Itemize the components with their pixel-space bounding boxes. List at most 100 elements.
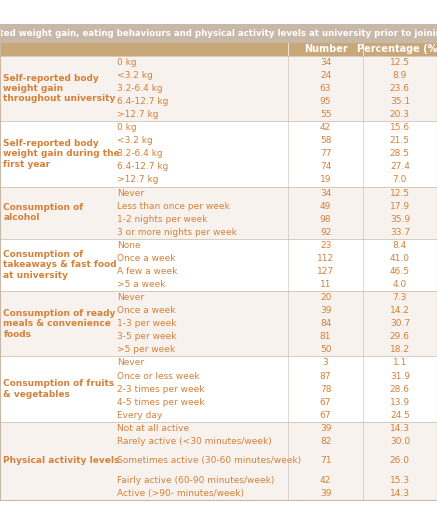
Text: Once a week: Once a week [117,306,176,315]
Text: 92: 92 [320,228,331,237]
Bar [0,187,437,239]
Text: 42: 42 [320,476,331,485]
Text: 21.5: 21.5 [390,136,410,145]
Text: Self-reported body
weight gain during the
first year: Self-reported body weight gain during th… [3,139,120,169]
Text: 0 kg: 0 kg [117,58,137,67]
Text: None: None [117,241,141,250]
Text: 67: 67 [320,398,331,407]
Text: 14.3: 14.3 [390,424,410,433]
Text: 31.9: 31.9 [390,372,410,380]
Text: Percentage (%): Percentage (%) [357,44,437,54]
Text: 24: 24 [320,71,331,80]
Text: 12.5: 12.5 [390,189,410,198]
Text: 20.3: 20.3 [390,110,410,119]
Text: 15.6: 15.6 [390,123,410,132]
Text: 41.0: 41.0 [390,254,410,263]
Text: 30.7: 30.7 [390,319,410,328]
Text: 19: 19 [320,176,331,184]
Text: 3: 3 [323,358,329,367]
Bar [0,24,437,43]
Text: 3-5 per week: 3-5 per week [117,332,177,341]
Text: 77: 77 [320,149,331,158]
Text: 18.2: 18.2 [390,345,410,354]
Text: 2-3 times per week: 2-3 times per week [117,385,205,394]
Text: 28.6: 28.6 [390,385,410,394]
Text: 4.0: 4.0 [393,280,407,289]
Text: 29.6: 29.6 [390,332,410,341]
Bar [0,43,437,56]
Text: 20: 20 [320,293,331,302]
Text: 3.2-6.4 kg: 3.2-6.4 kg [117,149,163,158]
Text: 39: 39 [320,424,331,433]
Text: Active (>90- minutes/week): Active (>90- minutes/week) [117,489,244,498]
Text: 34: 34 [320,189,331,198]
Text: Consumption of
takeaways & fast food
at university: Consumption of takeaways & fast food at … [3,250,117,280]
Text: 127: 127 [317,267,334,276]
Text: 3 or more nights per week: 3 or more nights per week [117,228,237,237]
Bar [0,239,437,291]
Text: Never: Never [117,293,144,302]
Text: Once or less week: Once or less week [117,372,200,380]
Text: 28.5: 28.5 [390,149,410,158]
Text: 84: 84 [320,319,331,328]
Text: 14.3: 14.3 [390,489,410,498]
Text: Never: Never [117,189,144,198]
Text: 87: 87 [320,372,331,380]
Text: 42: 42 [320,123,331,132]
Text: 82: 82 [320,437,331,446]
Text: 63: 63 [320,84,331,93]
Text: 7.0: 7.0 [393,176,407,184]
Text: 67: 67 [320,411,331,420]
Text: Consumption of ready
meals & convenience
foods: Consumption of ready meals & convenience… [3,309,116,339]
Text: 24.5: 24.5 [390,411,410,420]
Text: 55: 55 [320,110,331,119]
Text: >12.7 kg: >12.7 kg [117,110,159,119]
Text: Consumption of
alcohol: Consumption of alcohol [3,203,84,222]
Text: 0 kg: 0 kg [117,123,137,132]
Text: 13.9: 13.9 [390,398,410,407]
Text: 8.9: 8.9 [393,71,407,80]
Text: 4-5 times per week: 4-5 times per week [117,398,205,407]
Bar [0,356,437,422]
Text: 23.6: 23.6 [390,84,410,93]
Text: <3.2 kg: <3.2 kg [117,71,153,80]
Text: 74: 74 [320,162,331,171]
Text: Every day: Every day [117,411,163,420]
Text: >5 a week: >5 a week [117,280,166,289]
Text: Never: Never [117,358,144,367]
Text: 15.3: 15.3 [390,476,410,485]
Text: 71: 71 [320,456,331,465]
Text: >5 per week: >5 per week [117,345,175,354]
Bar [0,291,437,356]
Text: Less than once per week: Less than once per week [117,202,230,211]
Text: 98: 98 [320,215,331,224]
Text: Consumption of fruits
& vegetables: Consumption of fruits & vegetables [3,379,115,399]
Text: 11: 11 [320,280,331,289]
Text: 12.5: 12.5 [390,58,410,67]
Text: 14.2: 14.2 [390,306,410,315]
Text: 58: 58 [320,136,331,145]
Text: 1-2 nights per week: 1-2 nights per week [117,215,208,224]
Text: Physical activity levels: Physical activity levels [3,456,120,465]
Text: 17.9: 17.9 [390,202,410,211]
Text: 3.2-6.4 kg: 3.2-6.4 kg [117,84,163,93]
Text: 81: 81 [320,332,331,341]
Text: 112: 112 [317,254,334,263]
Text: 50: 50 [320,345,331,354]
Text: 23: 23 [320,241,331,250]
Bar [0,56,437,121]
Text: 27.4: 27.4 [390,162,410,171]
Text: 6.4-12.7 kg: 6.4-12.7 kg [117,162,169,171]
Text: Once a week: Once a week [117,254,176,263]
Bar [0,422,437,500]
Text: 34: 34 [320,58,331,67]
Text: A few a week: A few a week [117,267,177,276]
Text: Self-reported body
weight gain
throughout university: Self-reported body weight gain throughou… [3,73,116,103]
Text: Table 1: Self-reported weight gain, eating behaviours and physical activity leve: Table 1: Self-reported weight gain, eati… [0,29,437,38]
Text: 78: 78 [320,385,331,394]
Text: Rarely active (<30 minutes/week): Rarely active (<30 minutes/week) [117,437,272,446]
Text: 1.1: 1.1 [393,358,407,367]
Text: 39: 39 [320,489,331,498]
Text: 8.4: 8.4 [393,241,407,250]
Text: 7.3: 7.3 [393,293,407,302]
